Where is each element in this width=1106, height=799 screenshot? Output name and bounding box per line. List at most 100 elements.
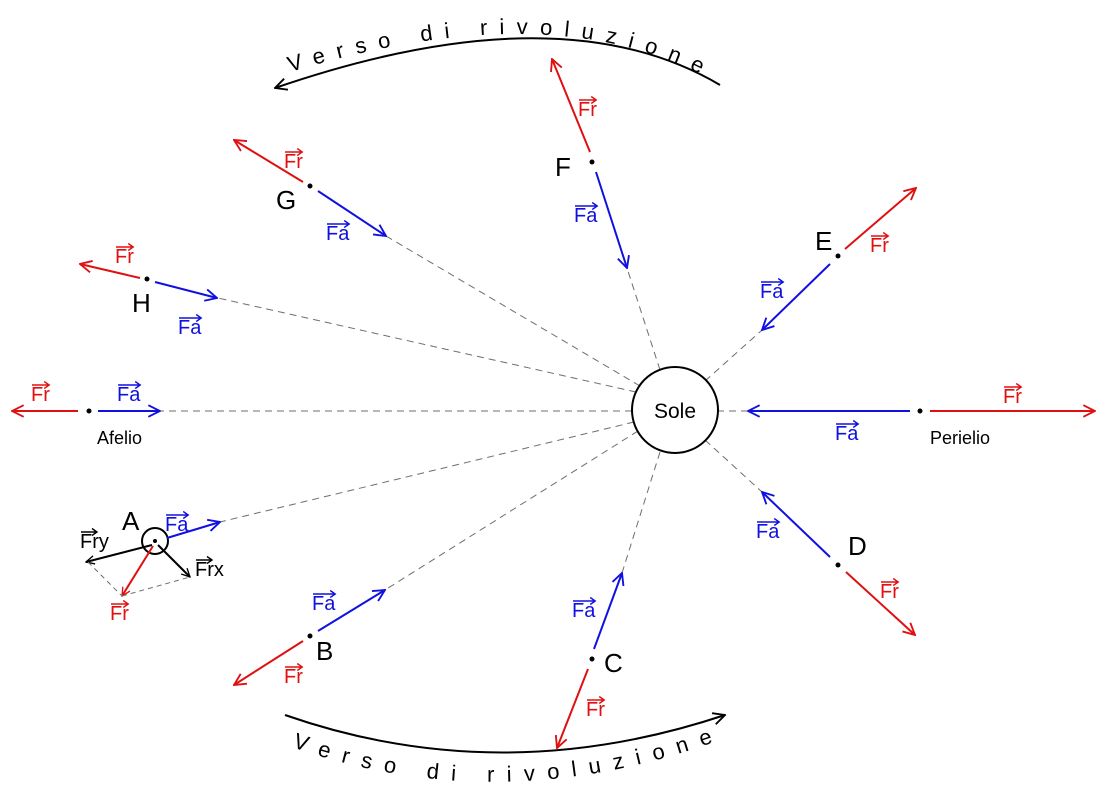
g-fa-label: Fa bbox=[326, 223, 350, 245]
afelio-fr-label: Fr bbox=[31, 384, 50, 406]
afelio-fa-label: Fa bbox=[117, 384, 141, 406]
h-fr-arrow bbox=[80, 264, 141, 279]
c-fr-label: Fr bbox=[586, 699, 605, 721]
vector-arrow-mark bbox=[327, 219, 351, 229]
vector-arrow-mark bbox=[871, 231, 890, 241]
c-label: C bbox=[604, 648, 623, 678]
a-projection-dash-2 bbox=[121, 576, 191, 597]
e-fr-arrow bbox=[844, 188, 916, 250]
vector-arrow-mark bbox=[313, 589, 337, 599]
afelio-dot bbox=[86, 408, 92, 414]
perielio-dot bbox=[917, 408, 923, 414]
vector-arrow-mark bbox=[166, 510, 190, 520]
revolution-arc-top bbox=[275, 37, 721, 88]
sun-label: Sole bbox=[654, 400, 696, 423]
a-label: A bbox=[122, 506, 140, 536]
vector-arrow-mark bbox=[118, 380, 142, 390]
a-fr-arrow bbox=[121, 545, 154, 596]
e-fa-arrow bbox=[762, 263, 831, 330]
point-g: Fr Fa G bbox=[234, 140, 386, 245]
f-fa-arrow bbox=[595, 171, 627, 268]
g-dot bbox=[307, 183, 313, 189]
point-e: Fa Fr E bbox=[760, 188, 916, 330]
vector-arrow-mark bbox=[587, 695, 606, 705]
c-fa-label: Fa bbox=[572, 600, 596, 622]
h-fa-arrow bbox=[154, 281, 217, 298]
h-fa-label: Fa bbox=[178, 317, 202, 339]
sun-circle bbox=[631, 366, 719, 454]
vector-arrow-mark bbox=[761, 277, 785, 287]
point-b: Fa Fr B bbox=[234, 590, 385, 688]
a-dot bbox=[153, 539, 157, 543]
h-dot bbox=[144, 276, 150, 282]
h-fr-label: Fr bbox=[115, 246, 134, 268]
a-fa-arrow bbox=[166, 522, 220, 539]
a-projection-dash-1 bbox=[87, 561, 123, 597]
d-fa-arrow bbox=[762, 492, 831, 558]
perielio-fa-label: Fa bbox=[835, 423, 859, 445]
vector-arrow-mark bbox=[285, 147, 304, 157]
f-fr-arrow bbox=[552, 59, 591, 153]
revolution-label-top: Verso di rivoluzione bbox=[284, 14, 708, 79]
a-frx-arrow bbox=[157, 544, 190, 577]
f-fa-label: Fa bbox=[574, 205, 598, 227]
revolution-arc-bottom bbox=[284, 715, 725, 754]
radial-line-c bbox=[621, 451, 661, 574]
radial-line-f bbox=[626, 267, 661, 371]
sun: Sole bbox=[631, 366, 719, 454]
c-fr-arrow bbox=[557, 668, 589, 748]
point-c: Fa Fr C bbox=[557, 573, 623, 748]
vector-arrow-mark bbox=[881, 577, 900, 587]
a-fry-label: Fry bbox=[80, 531, 109, 553]
e-dot bbox=[835, 253, 841, 259]
radial-line-a bbox=[219, 421, 635, 523]
vector-arrow-mark bbox=[196, 555, 214, 565]
e-fr-label: Fr bbox=[870, 235, 889, 257]
afelio-label: Afelio bbox=[97, 428, 142, 448]
c-dot bbox=[589, 656, 595, 662]
d-fr-arrow bbox=[845, 571, 915, 635]
h-label: H bbox=[132, 288, 151, 318]
vector-arrow-mark bbox=[757, 517, 781, 527]
radial-line-e bbox=[704, 329, 763, 382]
a-fa-label: Fa bbox=[165, 514, 189, 536]
g-fr-label: Fr bbox=[284, 151, 303, 173]
revolution-label-bottom: Verso di rivoluzione bbox=[290, 723, 715, 786]
point-a: A Fa Fr Frx Fry bbox=[80, 506, 224, 625]
f-fr-label: Fr bbox=[578, 99, 597, 121]
radial-line-g bbox=[385, 235, 641, 387]
perielio-label: Perielio bbox=[930, 428, 990, 448]
f-dot bbox=[589, 159, 595, 165]
d-fa-label: Fa bbox=[756, 521, 780, 543]
point-h: Fr Fa H bbox=[80, 246, 217, 339]
vector-marks bbox=[32, 95, 1023, 705]
vector-arrow-mark bbox=[579, 95, 598, 105]
vector-arrow-mark bbox=[575, 201, 599, 211]
b-dot bbox=[307, 633, 313, 639]
vector-arrow-mark bbox=[285, 662, 304, 672]
radial-line-b bbox=[384, 430, 639, 591]
b-fa-arrow bbox=[317, 590, 385, 632]
e-fa-label: Fa bbox=[760, 281, 784, 303]
point-f: Fr Fa F bbox=[552, 59, 627, 268]
b-fa-label: Fa bbox=[312, 593, 336, 615]
point-perielio: Fa Fr Perielio bbox=[748, 386, 1095, 448]
vector-arrow-mark bbox=[32, 380, 51, 390]
g-fr-arrow bbox=[234, 140, 304, 183]
perielio-fr-label: Fr bbox=[1003, 386, 1022, 408]
point-afelio: Fr Fa Afelio bbox=[12, 384, 160, 448]
vector-arrow-mark bbox=[836, 419, 860, 429]
vector-arrow-mark bbox=[573, 596, 597, 606]
e-label: E bbox=[815, 226, 832, 256]
vector-arrow-mark bbox=[111, 599, 130, 609]
a-frx-label: Frx bbox=[195, 559, 224, 581]
point-d: Fa Fr D bbox=[756, 492, 915, 635]
c-fa-arrow bbox=[593, 573, 622, 650]
b-fr-label: Fr bbox=[284, 666, 303, 688]
vector-arrow-mark bbox=[1004, 382, 1023, 392]
g-fa-arrow bbox=[317, 190, 386, 236]
a-fr-label: Fr bbox=[110, 603, 129, 625]
b-fr-arrow bbox=[234, 640, 304, 685]
b-label: B bbox=[316, 636, 333, 666]
